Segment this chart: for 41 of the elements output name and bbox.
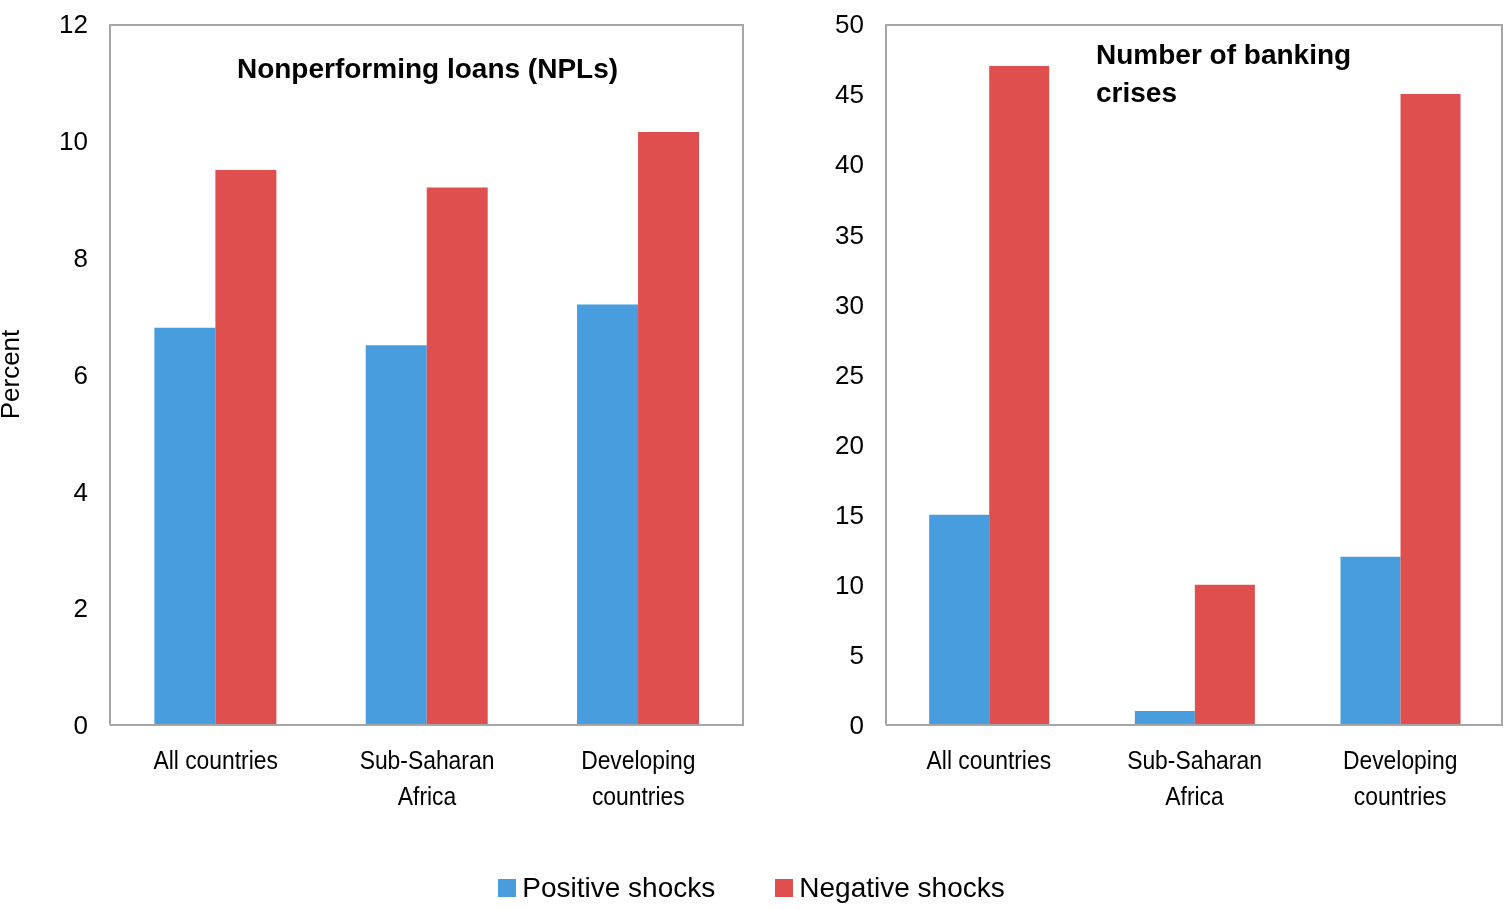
y-tick-label: 12 xyxy=(59,9,88,40)
y-tick-label: 45 xyxy=(835,79,864,110)
y-tick-label: 35 xyxy=(835,219,864,250)
bar xyxy=(426,187,488,725)
legend-label: Positive shocks xyxy=(522,872,716,904)
y-axis-title: Percent xyxy=(0,328,26,420)
bar xyxy=(1194,584,1255,725)
bar xyxy=(365,345,427,725)
bar xyxy=(638,132,700,725)
bar xyxy=(929,514,990,725)
x-tick-label: All countries xyxy=(926,745,1052,775)
x-tick-label: Developing countries xyxy=(1342,745,1458,811)
text: Nonperforming loans (NPLs) xyxy=(235,52,620,86)
y-tick-label: 50 xyxy=(835,9,864,40)
x-tick-label: Sub-Saharan Africa xyxy=(359,745,495,811)
y-tick-label: 10 xyxy=(59,126,88,157)
y-tick-label: 6 xyxy=(73,359,88,390)
y-tick-label: 20 xyxy=(835,429,864,460)
bar xyxy=(1400,94,1461,725)
x-tick-label: Sub-Saharan Africa xyxy=(1127,745,1262,811)
legend-label: Negative shocks xyxy=(799,872,1005,904)
y-tick-label: 0 xyxy=(73,710,88,741)
y-tick-label: 5 xyxy=(849,640,864,671)
y-tick-label: 25 xyxy=(835,359,864,390)
bar xyxy=(577,304,639,725)
y-tick-label: 30 xyxy=(835,289,864,320)
x-tick-label: Developing countries xyxy=(581,745,696,811)
y-tick-label: 10 xyxy=(835,570,864,601)
y-tick-label: 0 xyxy=(849,710,864,741)
x-tick-label: All countries xyxy=(153,745,278,775)
y-tick-label: 2 xyxy=(73,593,88,624)
bar xyxy=(1134,710,1195,725)
bar xyxy=(989,66,1050,725)
y-tick-label: 15 xyxy=(835,499,864,530)
bar xyxy=(1340,556,1401,725)
bar xyxy=(215,170,277,725)
text: Number of banking crises xyxy=(1096,38,1353,110)
y-tick-label: 40 xyxy=(835,149,864,180)
y-tick-label: 8 xyxy=(73,242,88,273)
bar xyxy=(154,327,216,725)
y-tick-label: 4 xyxy=(73,476,88,507)
